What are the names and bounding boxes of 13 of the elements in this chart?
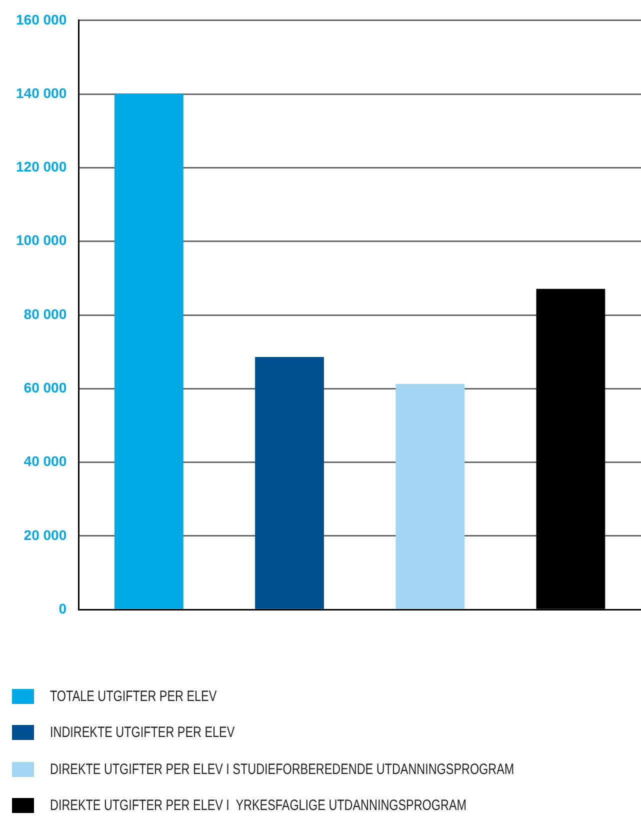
y-tick-label: 60 000 bbox=[24, 380, 67, 396]
y-tick-label: 120 000 bbox=[16, 158, 67, 175]
legend-label: TOTALE UTGIFTER PER ELEV bbox=[50, 688, 217, 705]
legend-label: INDIREKTE UTGIFTER PER ELEV bbox=[50, 724, 235, 742]
y-tick-label: 20 000 bbox=[24, 526, 67, 543]
legend-label: DIREKTE UTGIFTER PER ELEV I STUDIEFORBEREDENDE UTDANNINGSPROGRAM bbox=[50, 760, 514, 778]
y-tick-label: 160 000 bbox=[16, 11, 67, 28]
legend-label: DIREKTE UTGIFTER PER ELEV I YRKESFAGLIGE UTDANNINGSPROGRAM bbox=[50, 797, 467, 814]
y-tick-label: 100 000 bbox=[16, 232, 67, 248]
y-tick-label: 0 bbox=[58, 600, 67, 616]
y-tick-label: 80 000 bbox=[24, 306, 67, 322]
y-tick-label: 40 000 bbox=[24, 453, 67, 470]
y-tick-label: 140 000 bbox=[16, 84, 67, 101]
